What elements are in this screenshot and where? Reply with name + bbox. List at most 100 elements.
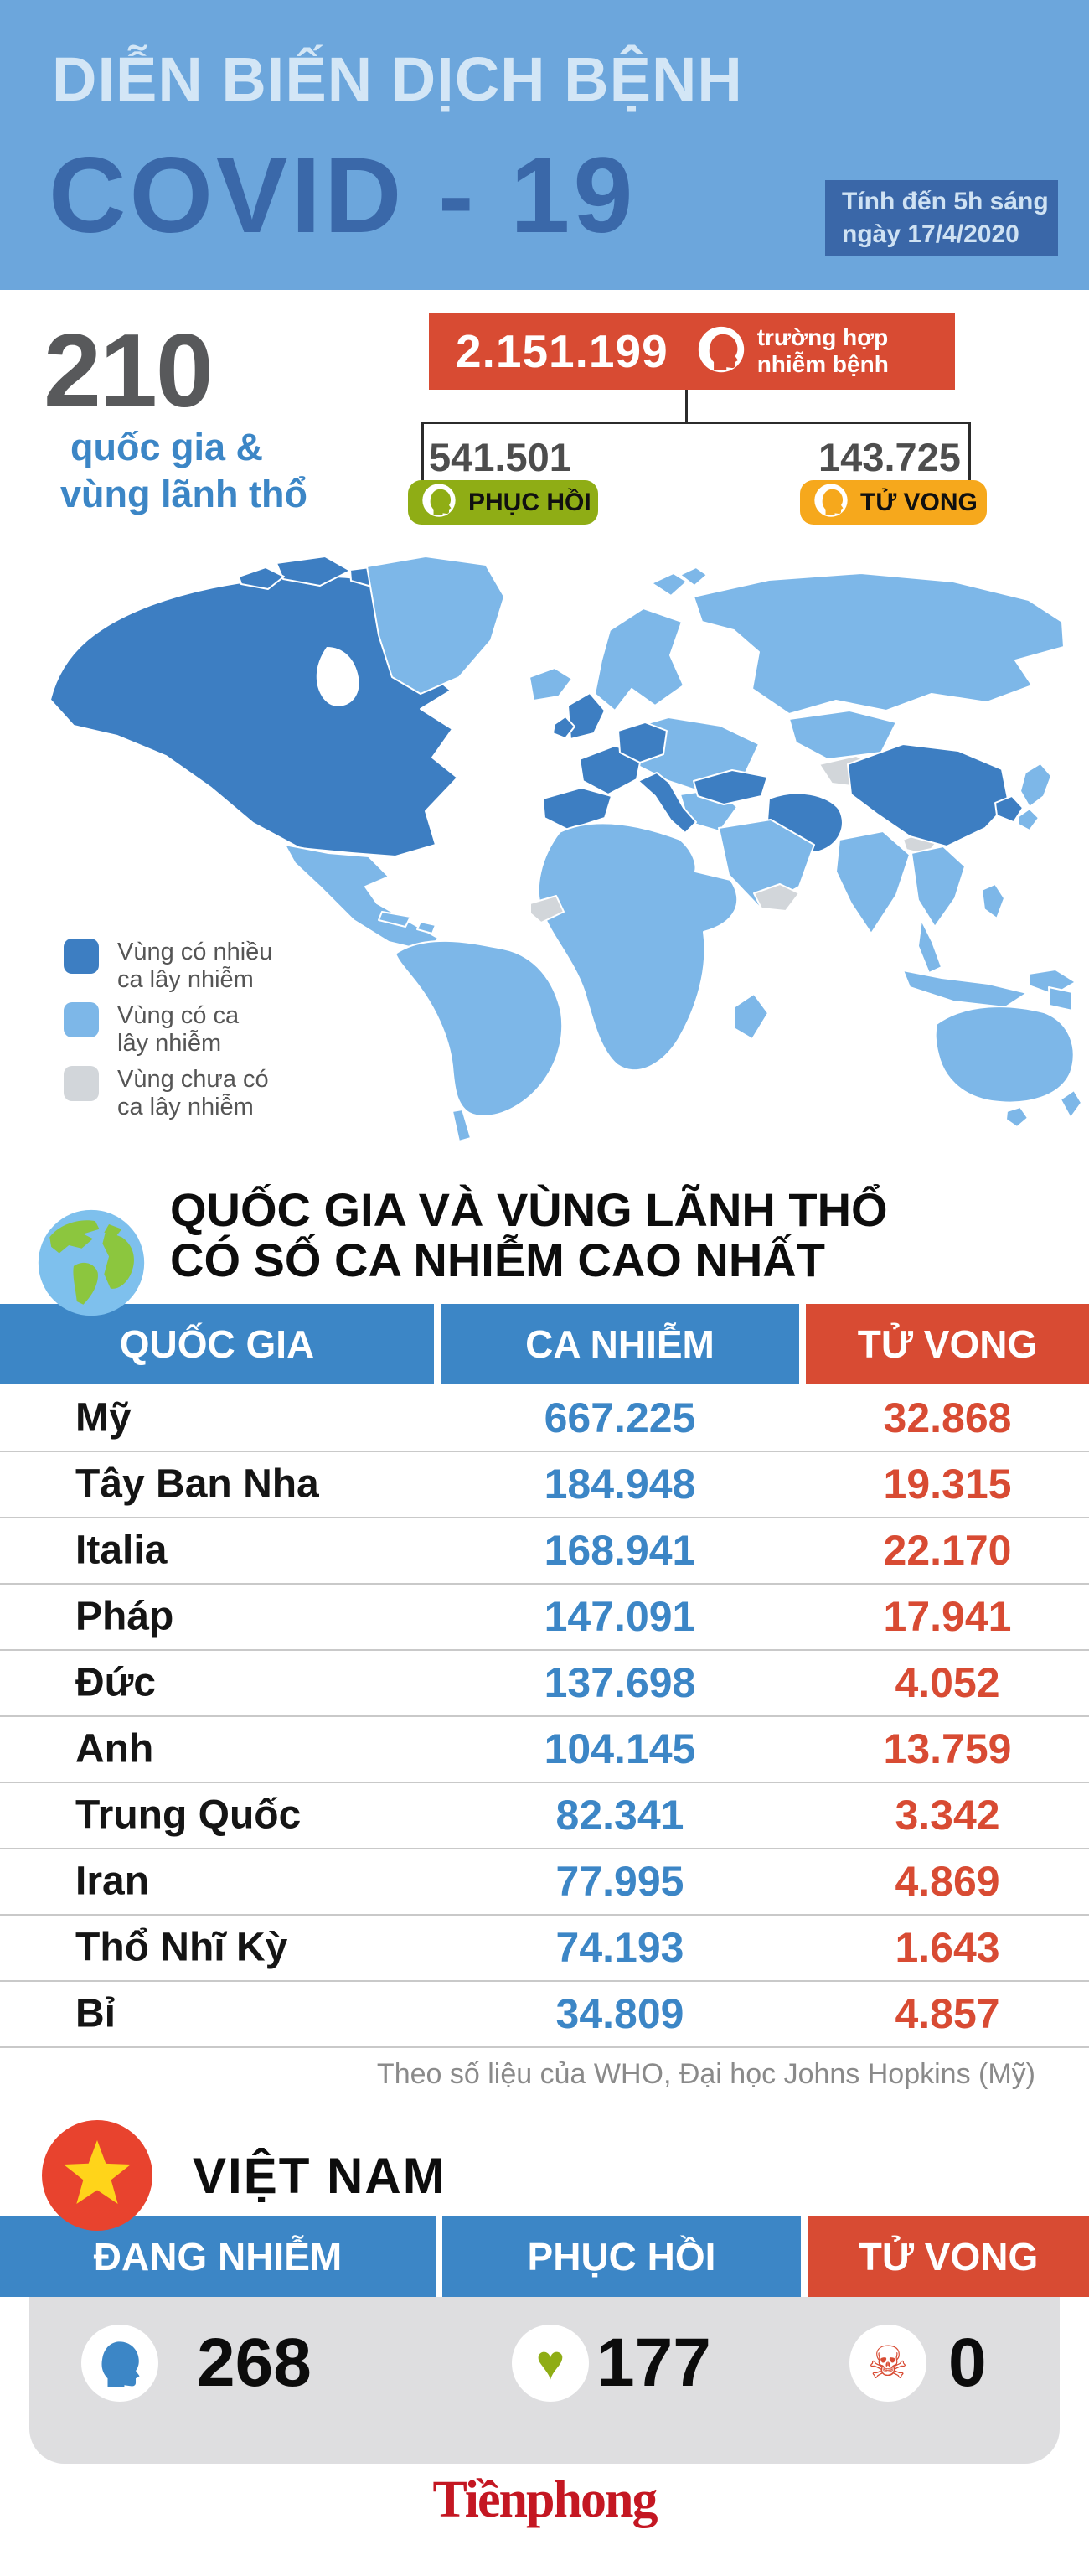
data-source-note: Theo số liệu của WHO, Đại học Johns Hopk… — [376, 2058, 1035, 2090]
table-row: Anh 104.145 13.759 — [0, 1715, 1089, 1783]
map-region-western-sahara — [529, 895, 565, 923]
country-name: Đức — [75, 1660, 157, 1704]
legend-label-cases: Vùng có ca lây nhiễm — [117, 1002, 239, 1058]
map-region-spain — [542, 787, 612, 830]
map-region-japan — [1019, 763, 1052, 808]
vietnam-flag-icon — [42, 2120, 152, 2235]
map-region-indonesia — [902, 970, 1028, 1008]
map-region-arabia — [718, 819, 815, 909]
vn-deaths-value: 0 — [948, 2325, 987, 2401]
column-header-deaths: TỬ VONG — [806, 1304, 1089, 1384]
table-row: Mỹ 667.225 32.868 — [0, 1384, 1089, 1452]
cases-value: 82.341 — [555, 1791, 684, 1839]
legend-label-high: Vùng có nhiều ca lây nhiễm — [117, 939, 272, 994]
deaths-value: 13.759 — [883, 1725, 1012, 1772]
legend-label-line: Vùng chưa có — [117, 1066, 269, 1093]
table-row: Bỉ 34.809 4.857 — [0, 1980, 1089, 2048]
legend-item-cases: Vùng có ca lây nhiễm — [64, 1002, 239, 1058]
recovered-total-value: 541.501 — [429, 435, 571, 479]
map-region-iceland — [529, 667, 573, 701]
map-region-japan — [1018, 808, 1040, 831]
world-map — [49, 556, 1082, 1142]
cases-value: 104.145 — [544, 1725, 696, 1772]
map-region-caribbean — [416, 921, 436, 934]
page-title: COVID - 19 — [49, 136, 637, 256]
map-region-caribbean — [378, 911, 411, 928]
country-name: Trung Quốc — [75, 1792, 302, 1837]
map-region-indonesia — [1028, 969, 1076, 996]
deaths-value: 32.868 — [883, 1394, 1012, 1441]
territories-count: 210 — [44, 313, 214, 429]
map-region-australia — [934, 1006, 1075, 1104]
map-region-ireland — [552, 716, 575, 739]
map-region-new-zealand — [1060, 1089, 1082, 1119]
connector-leg-right — [968, 422, 971, 480]
map-region-madagascar — [733, 993, 769, 1040]
cases-value: 667.225 — [544, 1394, 696, 1441]
table-row: Iran 77.995 4.869 — [0, 1848, 1089, 1916]
country-name: Anh — [75, 1726, 154, 1771]
world-map-section: Vùng có nhiều ca lây nhiễm Vùng có ca lâ… — [0, 553, 1089, 1148]
map-region-svalbard — [651, 572, 688, 597]
deaths-value: 4.869 — [895, 1857, 1000, 1905]
legend-swatch-none — [64, 1066, 99, 1101]
active-cases-icon-circle — [81, 2325, 158, 2402]
map-region-korea — [994, 795, 1024, 823]
map-region-scandinavia — [594, 608, 684, 711]
tienphong-logo: Tiềnphong — [432, 2471, 658, 2528]
ranking-title-line2: CÓ SỐ CA NHIỄM CAO NHẤT — [170, 1234, 825, 1286]
connector-leg-left — [421, 422, 424, 480]
map-region-philippines — [981, 883, 1005, 919]
recovered-pill: PHỤC HỒI — [408, 480, 598, 525]
ranking-title: QUỐC GIA VÀ VÙNG LÃNH THỔ CÓ SỐ CA NHIỄM… — [170, 1185, 888, 1285]
ranking-title-line1: QUỐC GIA VÀ VÙNG LÃNH THỔ — [170, 1183, 888, 1236]
table-row: Pháp 147.091 17.941 — [0, 1583, 1089, 1651]
deaths-value: 17.941 — [883, 1592, 1012, 1640]
map-region-yemen — [753, 883, 800, 912]
deaths-value: 4.052 — [895, 1658, 1000, 1706]
country-name: Iran — [75, 1859, 150, 1903]
person-in-circle-icon — [421, 483, 457, 522]
cases-value: 137.698 — [544, 1658, 696, 1706]
legend-item-high: Vùng có nhiều ca lây nhiễm — [64, 939, 272, 994]
column-header-cases: CA NHIỄM — [441, 1304, 799, 1384]
legend-label-none: Vùng chưa có ca lây nhiễm — [117, 1066, 269, 1121]
map-region-russia — [693, 572, 1065, 715]
recovered-icon-circle: ♥ — [512, 2325, 589, 2402]
cases-value: 74.193 — [555, 1923, 684, 1971]
map-region-mexico-central-america — [284, 844, 440, 951]
territories-label-line1: quốc gia & — [70, 426, 264, 468]
deaths-value: 19.315 — [883, 1460, 1012, 1508]
table-row: Tây Ban Nha 184.948 19.315 — [0, 1451, 1089, 1518]
country-name: Pháp — [75, 1594, 174, 1638]
map-region-tasmania — [1005, 1106, 1029, 1128]
map-region-uk — [567, 692, 606, 740]
infected-total-label: trường hợp nhiễm bệnh — [757, 324, 889, 378]
vn-column-header-recovered: PHỤC HỒI — [442, 2216, 801, 2297]
territories-label-line2: vùng lãnh thổ — [60, 473, 307, 515]
map-region-svalbard — [679, 566, 708, 587]
map-region-italy — [637, 772, 697, 834]
legend-label-line: ca lây nhiễm — [117, 1094, 254, 1120]
table-row: Đức 137.698 4.052 — [0, 1649, 1089, 1717]
cases-value: 77.995 — [555, 1857, 684, 1905]
vn-column-header-deaths: TỬ VONG — [808, 2216, 1089, 2297]
map-region-new-guinea — [1048, 986, 1073, 1011]
deaths-value: 1.643 — [895, 1923, 1000, 1971]
infected-label-line1: trường hợp — [756, 324, 889, 350]
cases-value: 34.809 — [555, 1989, 684, 2037]
recovered-pill-label: PHỤC HỒI — [468, 488, 591, 516]
vn-active-value: 268 — [197, 2325, 312, 2401]
person-head-icon — [101, 2341, 140, 2387]
country-name: Thổ Nhĩ Kỳ — [75, 1925, 288, 1969]
connector-stem — [685, 390, 688, 422]
globe-icon — [35, 1207, 147, 1323]
deaths-pill-label: TỬ VONG — [860, 488, 978, 516]
map-region-africa — [537, 822, 739, 1072]
deaths-pill: TỬ VONG — [800, 480, 987, 525]
map-region-indochina — [911, 846, 966, 928]
legend-item-none: Vùng chưa có ca lây nhiễm — [64, 1066, 269, 1121]
map-region-chile — [452, 1109, 472, 1142]
column-header-country: QUỐC GIA — [0, 1304, 434, 1384]
